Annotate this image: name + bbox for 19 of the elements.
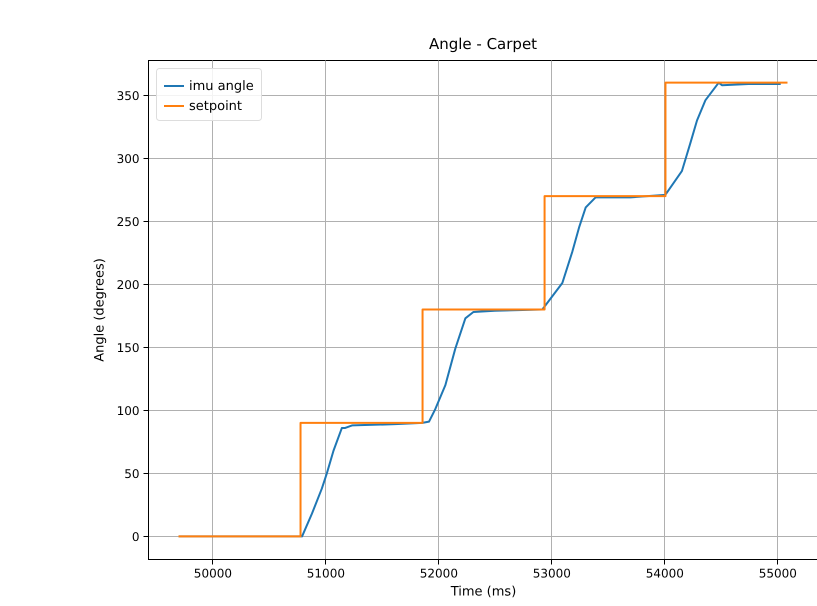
y-tick-label: 250 (116, 214, 140, 229)
y-tick-label: 0 (132, 530, 140, 544)
x-tick-label: 50000 (194, 566, 232, 580)
legend-label: setpoint (189, 99, 242, 114)
chart-title: Angle - Carpet (428, 35, 538, 53)
y-tick-label: 150 (116, 340, 140, 355)
x-tick-label: 52000 (420, 566, 458, 580)
x-tick-label: 51000 (306, 566, 345, 580)
y-tick-label: 50 (124, 466, 140, 481)
y-tick-label: 200 (116, 278, 140, 292)
y-axis-title: Angle (degrees) (92, 258, 108, 362)
y-tick-label: 350 (116, 88, 140, 103)
x-tick-label: 54000 (646, 566, 684, 580)
x-axis-title: Time (ms) (450, 584, 516, 600)
legend-label: imu angle (189, 79, 254, 94)
y-tick-label: 100 (116, 404, 140, 418)
x-tick-label: 55000 (758, 566, 797, 580)
x-tick-label: 53000 (532, 566, 571, 580)
y-tick-label: 300 (116, 152, 140, 166)
